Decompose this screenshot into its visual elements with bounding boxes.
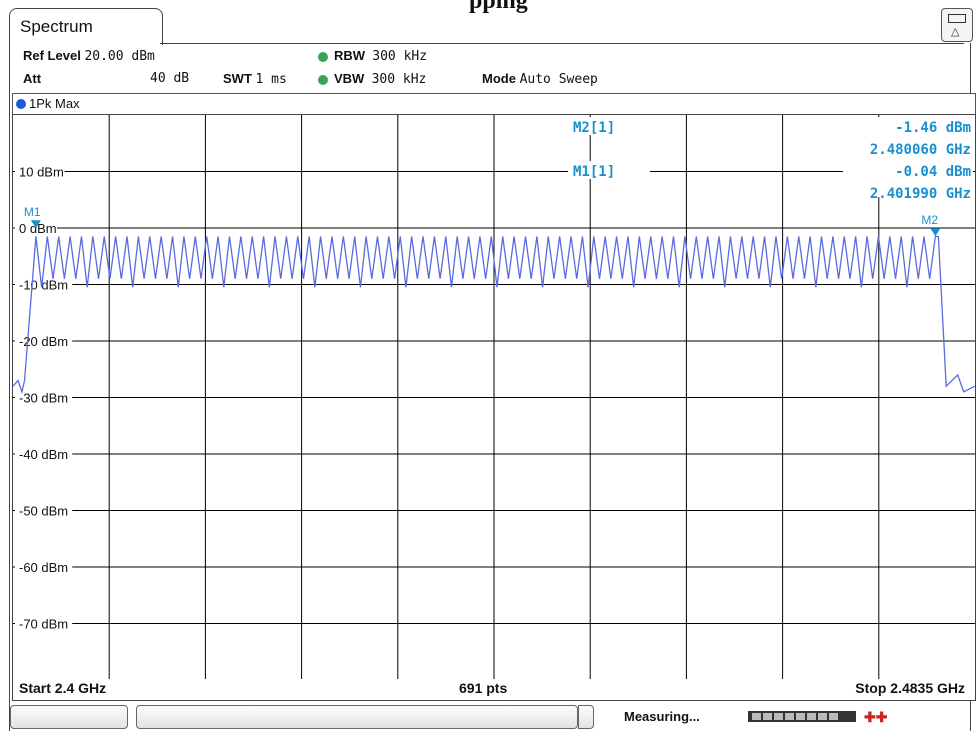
- y-tick-label-bg: [15, 558, 73, 575]
- spectrum-tab[interactable]: Spectrum: [9, 8, 163, 45]
- battery-toggle-icon[interactable]: △: [941, 8, 973, 42]
- y-tick-label: 10 dBm: [19, 165, 64, 180]
- swt-label: SWT: [223, 71, 252, 86]
- marker-m2-label: M2[1]: [573, 120, 615, 136]
- marker-m2-freq: 2.480060 GHz: [870, 142, 971, 158]
- mode-setting[interactable]: Mode Auto Sweep: [482, 71, 598, 87]
- spectrum-plot-svg: 10 dBm 0 dBm -10 dBm -20 dBm -30 dBm -40 dBm -…: [12, 115, 976, 680]
- marker-readout-bg: [843, 117, 973, 197]
- spectrum-tab-label: Spectrum: [20, 17, 93, 36]
- marker-m1-tag: M1: [24, 205, 41, 219]
- progress-bar: [748, 711, 856, 722]
- mode-value: Auto Sweep: [519, 72, 598, 87]
- status-bar: Measuring... ✚✚: [10, 705, 970, 729]
- y-tick-label: -30 dBm: [19, 391, 68, 406]
- y-tick-label-bg: [15, 162, 65, 180]
- y-tick-label: -60 dBm: [19, 560, 68, 575]
- y-tick-label-bg: [15, 614, 73, 632]
- y-tick-label-bg: [15, 501, 73, 519]
- page-title-fragment: pping: [469, 0, 528, 14]
- mode-label: Mode: [482, 71, 516, 86]
- vbw-setting[interactable]: VBW 300 kHz: [318, 71, 426, 87]
- marker-m2-tag: M2: [921, 213, 938, 227]
- y-tick-label: -70 dBm: [19, 617, 68, 632]
- vbw-label: VBW: [334, 71, 365, 86]
- marker-m1-label: M1[1]: [573, 164, 615, 180]
- frame-top-border: [160, 43, 964, 44]
- frequency-footer: Start 2.4 GHz 691 pts Stop 2.4835 GHz: [12, 679, 976, 701]
- ref-level-setting[interactable]: Ref Level 20.00 dBm: [23, 48, 155, 64]
- status-text: Measuring...: [624, 709, 700, 724]
- marker-m2-icon: [930, 228, 941, 237]
- stop-frequency: Stop 2.4835 GHz: [855, 680, 965, 696]
- rbw-status-icon: [318, 51, 328, 62]
- frame-left-border: [9, 43, 10, 731]
- y-tick-label-bg: [15, 275, 73, 293]
- marker-readout-bg: [568, 117, 650, 135]
- swt-setting[interactable]: SWT 1 ms: [223, 71, 287, 87]
- vbw-status-icon: [318, 74, 328, 85]
- trace-label-bar[interactable]: 1Pk Max: [12, 93, 976, 115]
- y-tick-label-bg: [15, 445, 73, 462]
- y-tick-label-bg: [15, 332, 73, 349]
- y-tick-label-bg: [15, 388, 73, 406]
- marker-m2-level: -1.46 dBm: [895, 120, 971, 136]
- att-label: Att: [23, 71, 42, 86]
- ref-level-value: 20.00 dBm: [84, 49, 155, 64]
- y-tick-label: -10 dBm: [19, 278, 68, 293]
- marker-readout-bg: [568, 161, 650, 179]
- rbw-label: RBW: [334, 48, 366, 63]
- att-value[interactable]: 40 dB: [150, 71, 190, 86]
- status-box-scroll[interactable]: [578, 705, 594, 729]
- y-tick-label: -50 dBm: [19, 504, 68, 519]
- trace-line: [12, 235, 976, 395]
- marker-m1-freq: 2.401990 GHz: [870, 186, 971, 202]
- y-tick-label: 0 dBm: [19, 221, 57, 236]
- att-label-wrap: Att: [23, 71, 41, 86]
- vbw-value: 300 kHz: [371, 72, 427, 87]
- trace-label: 1Pk Max: [29, 96, 80, 111]
- y-tick-label: -20 dBm: [19, 334, 68, 349]
- marker-m1-icon: [30, 220, 41, 229]
- spectrum-plot[interactable]: 10 dBm 0 dBm -10 dBm -20 dBm -30 dBm -40 dBm -…: [12, 114, 976, 681]
- trace-indicator-icon: [16, 99, 26, 109]
- marker-m1-level: -0.04 dBm: [895, 164, 971, 180]
- status-box-left[interactable]: [10, 705, 128, 729]
- y-tick-label: -40 dBm: [19, 447, 68, 462]
- sweep-points: 691 pts: [459, 680, 508, 696]
- ref-level-label: Ref Level: [23, 48, 81, 63]
- rbw-value: 300 kHz: [372, 49, 428, 64]
- rbw-setting[interactable]: RBW 300 kHz: [318, 48, 427, 64]
- status-box-input[interactable]: [136, 705, 578, 729]
- swt-value: 1 ms: [255, 72, 287, 87]
- brand-logo-icon: ✚✚: [864, 709, 888, 725]
- start-frequency: Start 2.4 GHz: [19, 680, 107, 696]
